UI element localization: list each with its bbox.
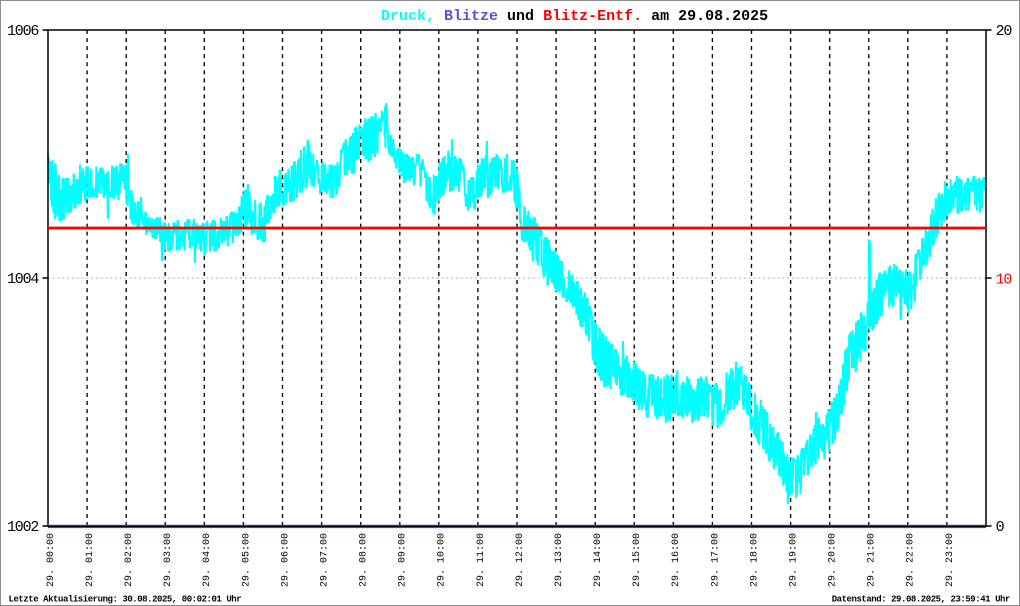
- svg-text:1006: 1006: [7, 23, 39, 40]
- svg-text:Letzte Aktualisierung: 30.08.2: Letzte Aktualisierung: 30.08.2025, 00:02…: [9, 595, 242, 605]
- svg-text:29. 01:00: 29. 01:00: [85, 533, 96, 587]
- svg-text:29. 06:00: 29. 06:00: [280, 533, 291, 587]
- svg-text:29. 17:00: 29. 17:00: [710, 533, 721, 587]
- svg-text:29. 11:00: 29. 11:00: [476, 533, 487, 587]
- svg-text:0: 0: [996, 519, 1005, 536]
- svg-text:29. 08:00: 29. 08:00: [359, 533, 370, 587]
- svg-text:29. 03:00: 29. 03:00: [163, 533, 174, 587]
- svg-text:29. 18:00: 29. 18:00: [749, 533, 760, 587]
- svg-text:Druck, Blitze und Blitz-Entf.: Druck, Blitze und Blitz-Entf. am 29.08.2…: [381, 8, 768, 25]
- svg-text:1004: 1004: [7, 271, 39, 288]
- svg-text:29. 20:00: 29. 20:00: [828, 533, 839, 587]
- svg-text:29. 14:00: 29. 14:00: [593, 533, 604, 587]
- svg-text:Datenstand: 29.08.2025, 23:59:: Datenstand: 29.08.2025, 23:59:41 Uhr: [832, 595, 1010, 605]
- svg-text:29. 00:00: 29. 00:00: [46, 533, 57, 587]
- svg-text:1002: 1002: [7, 519, 38, 536]
- svg-text:29. 10:00: 29. 10:00: [437, 533, 448, 587]
- svg-text:29. 13:00: 29. 13:00: [554, 533, 565, 587]
- svg-text:29. 12:00: 29. 12:00: [515, 533, 526, 587]
- svg-text:29. 16:00: 29. 16:00: [671, 533, 682, 587]
- svg-text:29. 05:00: 29. 05:00: [241, 533, 252, 587]
- svg-text:29. 22:00: 29. 22:00: [906, 533, 917, 587]
- svg-text:10: 10: [996, 272, 1013, 289]
- svg-text:29. 19:00: 29. 19:00: [789, 533, 800, 587]
- svg-text:29. 15:00: 29. 15:00: [632, 533, 643, 587]
- svg-text:29. 07:00: 29. 07:00: [320, 533, 331, 587]
- svg-text:29. 04:00: 29. 04:00: [202, 533, 213, 587]
- svg-text:20: 20: [996, 23, 1013, 40]
- svg-text:29. 21:00: 29. 21:00: [867, 533, 878, 587]
- svg-text:29. 09:00: 29. 09:00: [398, 533, 409, 587]
- svg-text:29. 02:00: 29. 02:00: [124, 533, 135, 587]
- svg-text:29. 23:00: 29. 23:00: [945, 533, 956, 587]
